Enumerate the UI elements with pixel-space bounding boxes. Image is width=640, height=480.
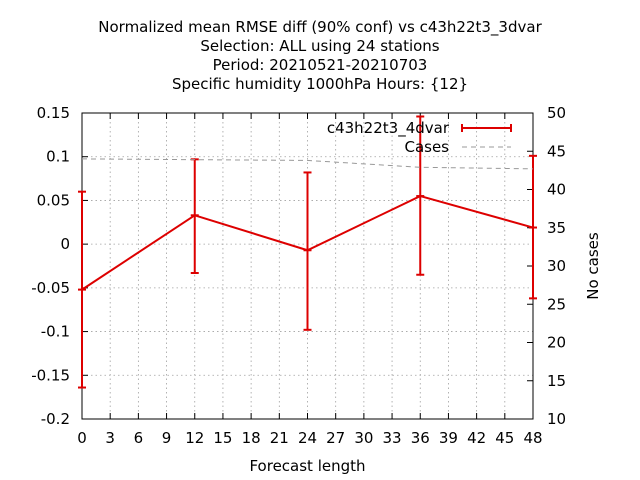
y-tick-label: -0.15	[31, 366, 70, 384]
x-tick-label: 21	[270, 429, 289, 447]
x-tick-label: 42	[467, 429, 486, 447]
legend-label: c43h22t3_4dvar	[327, 119, 450, 138]
x-tick-label: 45	[495, 429, 514, 447]
legend-label: Cases	[404, 138, 449, 156]
y-tick-label: -0.1	[41, 323, 70, 341]
title-line: Normalized mean RMSE diff (90% conf) vs …	[98, 18, 542, 37]
series	[78, 115, 537, 389]
cases-line	[81, 158, 534, 170]
y2-tick-label: 50	[547, 104, 566, 122]
x-tick-label: 15	[213, 429, 232, 447]
title-line: Selection: ALL using 24 stations	[200, 37, 439, 55]
y2-tick-label: 45	[547, 142, 566, 160]
x-tick-label: 12	[185, 429, 204, 447]
y-tick-label: 0.05	[37, 191, 70, 209]
x-axis-label: Forecast length	[249, 457, 365, 475]
y-tick-label: 0.15	[37, 104, 70, 122]
y2-axis-label: No cases	[584, 232, 602, 300]
axis-ticks: 0 3 6 9 12 15 18 21 24 27 30 33 36 39 42 45 480.150.10.0…	[31, 104, 566, 447]
y2-tick-label: 35	[547, 219, 566, 237]
chart-title: Normalized mean RMSE diff (90% conf) vs …	[98, 18, 542, 93]
y-tick-label: -0.05	[31, 279, 70, 297]
x-tick-label: 27	[326, 429, 345, 447]
x-tick-label: 48	[523, 429, 542, 447]
x-tick-label: 24	[298, 429, 317, 447]
x-tick-label: 3	[105, 429, 115, 447]
x-tick-label: 36	[411, 429, 430, 447]
y2-tick-label: 20	[547, 334, 566, 352]
x-tick-label: 33	[383, 429, 402, 447]
y-tick-label: -0.2	[41, 410, 70, 428]
x-tick-label: 6	[134, 429, 144, 447]
y2-tick-label: 25	[547, 295, 566, 313]
y2-tick-label: 15	[547, 372, 566, 390]
x-tick-label: 9	[162, 429, 172, 447]
x-tick-label: 18	[242, 429, 261, 447]
y2-tick-label: 40	[547, 181, 566, 199]
x-tick-label: 39	[439, 429, 458, 447]
y2-tick-label: 30	[547, 257, 566, 275]
y2-tick-label: 10	[547, 410, 566, 428]
x-tick-label: 0	[77, 429, 87, 447]
y-tick-label: 0	[60, 235, 70, 253]
y-tick-label: 0.1	[46, 148, 70, 166]
x-tick-label: 30	[354, 429, 373, 447]
title-line: Period: 20210521-20210703	[213, 56, 428, 74]
title-line: Specific humidity 1000hPa Hours: {12}	[172, 75, 468, 93]
